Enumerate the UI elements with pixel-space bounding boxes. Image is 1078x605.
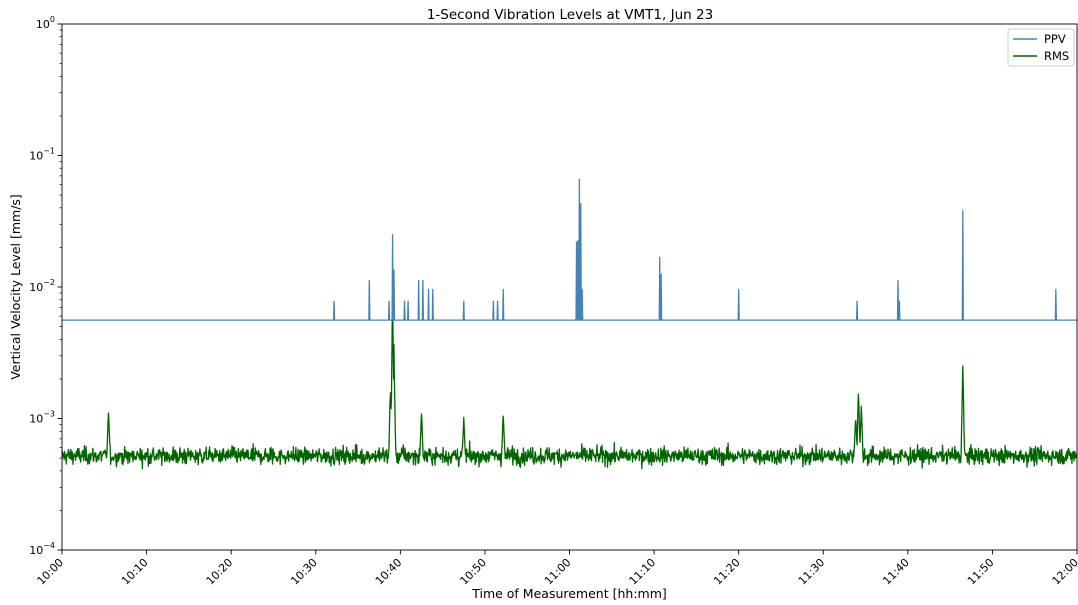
x-tick-label: 10:00 bbox=[35, 556, 67, 588]
x-tick-label: 10:30 bbox=[288, 556, 320, 588]
x-tick-label: 11:50 bbox=[965, 556, 997, 588]
ppv-spike-point bbox=[581, 288, 583, 290]
ppv-spike-point bbox=[422, 279, 424, 282]
x-tick-label: 11:40 bbox=[880, 556, 912, 588]
ppv-spike-point bbox=[388, 300, 390, 302]
x-tick-label: 10:20 bbox=[204, 556, 236, 588]
ppv-spike-point bbox=[738, 288, 740, 290]
x-tick-label: 11:20 bbox=[711, 556, 743, 588]
ppv-spike-point bbox=[660, 273, 662, 275]
legend: PPV RMS bbox=[1007, 28, 1075, 67]
ppv-spike-point bbox=[403, 300, 406, 302]
y-tick-label: 10−1 bbox=[29, 147, 55, 163]
x-tick-label: 11:00 bbox=[542, 556, 574, 588]
series-line-rms bbox=[61, 301, 1078, 470]
y-tick-label: 100 bbox=[36, 15, 55, 31]
ppv-spike-point bbox=[580, 203, 582, 205]
legend-label-rms: RMS bbox=[1044, 49, 1069, 63]
ppv-spike-point bbox=[575, 241, 578, 243]
ppv-spike-point bbox=[497, 300, 499, 302]
y-axis-label: Vertical Velocity Level [mm/s] bbox=[8, 194, 23, 380]
ppv-spike-point bbox=[659, 256, 661, 258]
ppv-spike-point bbox=[577, 240, 579, 242]
ppv-spike-point bbox=[492, 300, 494, 302]
x-tick-label: 10:10 bbox=[119, 556, 151, 588]
ppv-spike-point bbox=[418, 279, 420, 282]
x-axis-label: Time of Measurement [hh:mm] bbox=[471, 586, 667, 601]
y-tick-label: 10−3 bbox=[29, 410, 55, 426]
ppv-spike-point bbox=[432, 288, 434, 290]
ppv-spike-point bbox=[427, 288, 430, 290]
plot-frame bbox=[61, 23, 1078, 551]
x-tick-label: 11:30 bbox=[796, 556, 828, 588]
ppv-spike-point bbox=[393, 269, 395, 271]
x-tick-label: 10:50 bbox=[457, 556, 489, 588]
ppv-spike-point bbox=[502, 288, 504, 290]
ppv-spike-point bbox=[962, 210, 964, 212]
ppv-spike-point bbox=[898, 300, 900, 302]
ppv-spike-point bbox=[407, 300, 409, 302]
ppv-spike-point bbox=[333, 300, 335, 302]
ppv-spike-point bbox=[1055, 288, 1057, 290]
chart-title: 1-Second Vibration Levels at VMT1, Jun 2… bbox=[427, 7, 713, 23]
ppv-spike-point bbox=[368, 279, 370, 282]
ppv-spike-point bbox=[897, 279, 899, 282]
y-tick-label: 10−4 bbox=[29, 541, 55, 557]
ppv-spike-point bbox=[463, 300, 465, 302]
ppv-spike-point bbox=[856, 300, 858, 302]
series-line-ppv bbox=[62, 179, 1077, 321]
x-tick-label: 12:00 bbox=[1050, 556, 1078, 588]
x-tick-label: 11:10 bbox=[627, 556, 659, 588]
x-tick-label: 10:40 bbox=[373, 556, 405, 588]
ppv-spike-point bbox=[391, 234, 394, 236]
y-tick-label: 10−2 bbox=[29, 278, 55, 294]
ppv-spike-point bbox=[578, 178, 580, 180]
legend-label-ppv: PPV bbox=[1044, 32, 1066, 46]
